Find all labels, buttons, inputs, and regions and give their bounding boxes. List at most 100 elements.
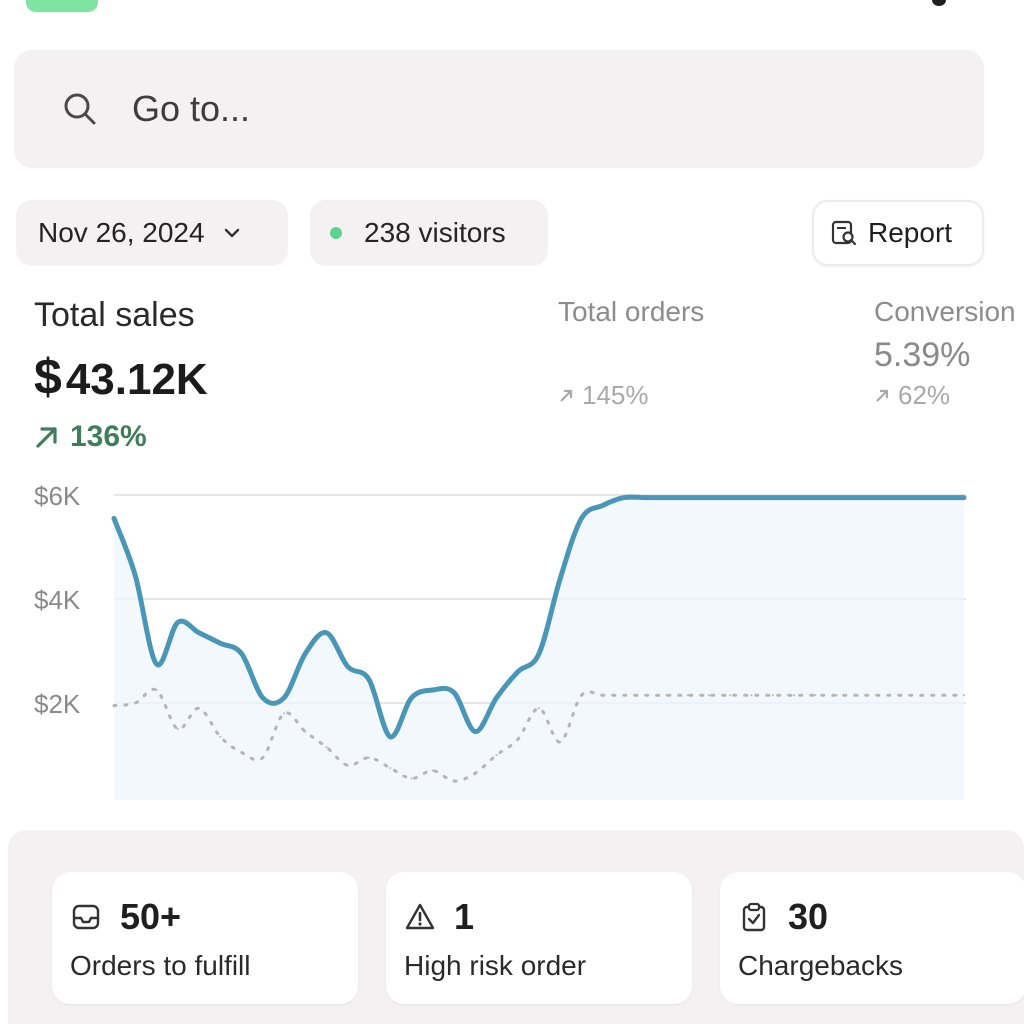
comparison-data-point xyxy=(644,694,647,697)
comparison-data-point xyxy=(623,694,625,697)
comparison-data-point xyxy=(814,694,817,697)
arrow-up-right-icon xyxy=(36,427,57,448)
sales-data-point xyxy=(452,691,456,694)
comparison-data-point xyxy=(601,694,604,697)
total-sales-label: Total sales xyxy=(34,296,195,334)
total-sales-amount: 43.12K xyxy=(65,355,208,404)
conversion-label[interactable]: Conversion xyxy=(874,296,1016,327)
sales-data-point xyxy=(856,496,859,499)
sales-data-point xyxy=(197,631,201,634)
sales-area-fill xyxy=(114,497,964,800)
total-sales-change-value: 136% xyxy=(70,420,147,453)
sales-data-point xyxy=(899,496,902,499)
sales-data-point xyxy=(495,696,498,699)
chargebacks-card[interactable]: 30 Chargebacks xyxy=(720,872,1024,1004)
conversion-change-value: 62% xyxy=(898,380,951,410)
search-bar[interactable]: Go to... xyxy=(14,50,984,168)
sales-data-point xyxy=(134,574,137,577)
currency-symbol: $ xyxy=(34,349,62,405)
comparison-data-point xyxy=(368,756,370,759)
comparison-data-point xyxy=(750,694,753,697)
comparison-data-point xyxy=(283,712,285,715)
comparison-data-point xyxy=(559,741,562,743)
sales-data-point xyxy=(516,670,519,673)
date-selector[interactable]: Nov 26, 2024 xyxy=(16,200,288,266)
total-orders-label[interactable]: Total orders xyxy=(558,296,705,327)
chevron-down-icon xyxy=(224,228,239,238)
comparison-data-point xyxy=(325,746,328,749)
sales-data-point xyxy=(877,496,881,499)
sales-data-point xyxy=(941,496,944,499)
y-tick-label: $2K xyxy=(34,689,81,719)
report-icon xyxy=(831,220,857,246)
sales-data-point xyxy=(431,688,434,692)
comparison-data-point xyxy=(495,754,498,756)
chargebacks-label: Chargebacks xyxy=(738,950,903,981)
comparison-data-point xyxy=(261,756,264,759)
sales-data-point xyxy=(771,496,774,499)
sales-data-point xyxy=(622,496,626,499)
sales-chart: $6K $4K $2K xyxy=(34,481,967,800)
comparison-data-point xyxy=(771,694,774,697)
comparison-data-point xyxy=(729,694,732,697)
comparison-data-point xyxy=(198,707,200,710)
clipboard-check-icon xyxy=(742,902,766,932)
live-visitors-chip[interactable]: 238 visitors xyxy=(310,200,548,266)
orders-to-fulfill-label: Orders to fulfill xyxy=(70,950,251,981)
comparison-data-point xyxy=(155,689,158,691)
sales-data-point xyxy=(410,696,413,699)
comparison-data-point xyxy=(580,694,583,697)
chargebacks-value: 30 xyxy=(788,896,829,937)
profile-dot[interactable] xyxy=(932,0,946,6)
sales-data-point xyxy=(962,496,966,499)
sales-data-point xyxy=(601,504,604,507)
comparison-data-point xyxy=(219,735,222,738)
sales-data-point xyxy=(537,652,541,655)
comparison-data-point xyxy=(920,694,923,697)
sales-data-point xyxy=(686,496,689,499)
sales-data-point xyxy=(750,496,753,499)
comparison-data-point xyxy=(538,707,540,710)
sales-data-point xyxy=(665,496,668,499)
sales-data-point xyxy=(920,496,923,499)
sales-data-point xyxy=(580,517,583,520)
comparison-data-point xyxy=(835,694,838,697)
sales-data-point xyxy=(474,730,477,733)
comparison-data-point xyxy=(304,730,307,733)
sales-data-point xyxy=(325,631,328,634)
sales-data-point xyxy=(559,577,562,580)
sales-data-point xyxy=(176,621,179,624)
report-button[interactable]: Report xyxy=(812,200,984,266)
orders-to-fulfill-card[interactable]: 50+ Orders to fulfill xyxy=(52,872,358,1004)
y-tick-label: $4K xyxy=(34,585,81,615)
sales-series-line xyxy=(111,494,967,740)
total-sales-change: 136% xyxy=(34,420,147,454)
comparison-data-point xyxy=(516,738,519,741)
sales-data-point xyxy=(155,662,158,666)
comparison-series-line xyxy=(112,687,966,783)
arrow-up-right-icon xyxy=(876,389,889,402)
status-pill xyxy=(26,0,98,12)
comparison-data-point xyxy=(708,694,710,697)
sales-data-point xyxy=(835,496,838,499)
warning-icon xyxy=(405,903,435,930)
sales-data-point xyxy=(112,517,116,520)
comparison-data-point xyxy=(240,751,243,754)
sales-data-point xyxy=(792,496,796,499)
comparison-data-point xyxy=(963,694,965,697)
y-tick-label: $6K xyxy=(34,481,81,511)
comparison-data-point xyxy=(410,777,413,780)
comparison-data-point xyxy=(113,704,115,707)
visitors-label: 238 visitors xyxy=(364,217,506,248)
total-sales-value[interactable]: $ 43.12K xyxy=(34,348,208,406)
comparison-data-point xyxy=(856,694,859,697)
high-risk-order-card[interactable]: 1 High risk order xyxy=(386,872,692,1004)
live-dot-icon xyxy=(330,227,342,239)
high-risk-order-label: High risk order xyxy=(404,950,587,981)
sales-data-point xyxy=(729,496,732,499)
total-orders-change-value: 145% xyxy=(582,380,649,410)
date-label: Nov 26, 2024 xyxy=(38,217,205,248)
search-placeholder: Go to... xyxy=(132,88,251,129)
comparison-data-point xyxy=(346,764,349,767)
comparison-data-point xyxy=(665,694,668,697)
